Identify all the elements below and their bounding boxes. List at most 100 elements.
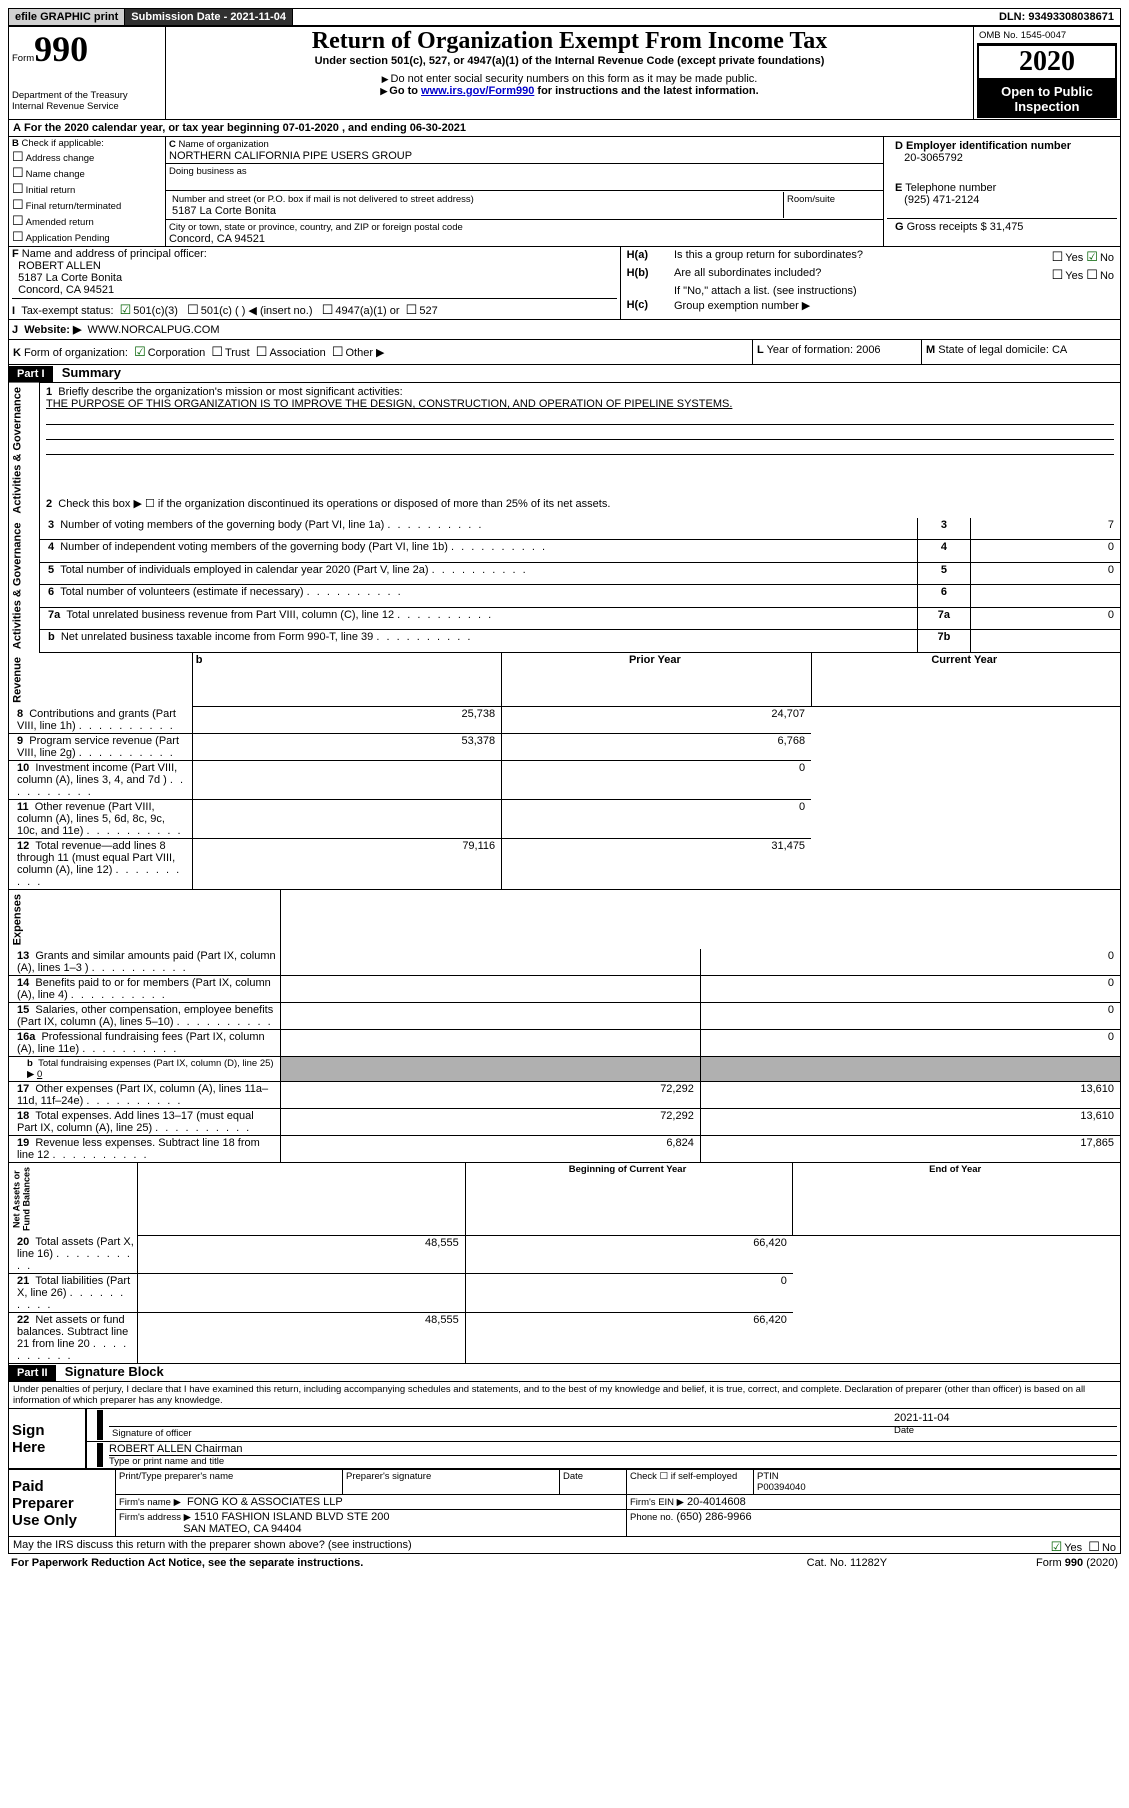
submission-date-button[interactable]: Submission Date - 2021-11-04 <box>125 9 293 25</box>
part1-table: Activities & Governance 1 Briefly descri… <box>8 383 1121 518</box>
line-7a: 7a Total unrelated business revenue from… <box>40 607 918 630</box>
ein: 20-3065792 <box>904 152 963 164</box>
state-domicile: CA <box>1052 344 1067 356</box>
sign-date: 2021-11-04 <box>894 1412 1114 1424</box>
cy-12: 31,475 <box>502 838 811 889</box>
gross-receipts: 31,475 <box>990 221 1024 233</box>
sign-here-label: SignHere <box>9 1409 87 1469</box>
val-4: 0 <box>971 539 1121 562</box>
inspection-label: Open to Public Inspection <box>977 80 1117 118</box>
line-14: 14 Benefits paid to or for members (Part… <box>9 976 281 1003</box>
form-label: Form <box>12 53 34 64</box>
cy-9: 6,768 <box>502 733 811 760</box>
dln-label: DLN: 93493308038671 <box>993 9 1120 25</box>
line-a: A For the 2020 calendar year, or tax yea… <box>8 120 1121 137</box>
line-11: 11 Other revenue (Part VIII, column (A),… <box>9 799 193 838</box>
py-9: 53,378 <box>192 733 501 760</box>
telephone: (925) 471-2124 <box>904 194 979 206</box>
py-11 <box>192 799 501 838</box>
4947-checkbox[interactable] <box>322 305 336 317</box>
part1-header: Part I <box>9 366 53 382</box>
netassets-label: Net Assets orFund Balances <box>9 1163 138 1235</box>
addr-change-checkbox[interactable] <box>12 153 26 164</box>
final-return-checkbox[interactable] <box>12 201 26 212</box>
street-address: 5187 La Corte Bonita <box>172 205 276 217</box>
note-ssn: Do not enter social security numbers on … <box>391 73 758 85</box>
omb-number: OMB No. 1545-0047 <box>977 28 1117 44</box>
line-15: 15 Salaries, other compensation, employe… <box>9 1003 281 1030</box>
hb-yes[interactable] <box>1052 270 1066 282</box>
governance-label: Activities & Governance <box>9 383 40 518</box>
form-title: Return of Organization Exempt From Incom… <box>169 28 970 55</box>
val-5: 0 <box>971 562 1121 585</box>
revenue-label: Revenue <box>9 653 193 707</box>
line-16a: 16a Professional fundraising fees (Part … <box>9 1030 281 1057</box>
line-13: 13 Grants and similar amounts paid (Part… <box>9 949 281 976</box>
line-8: 8 Contributions and grants (Part VIII, l… <box>9 707 193 734</box>
expenses-label: Expenses <box>9 890 281 949</box>
firm-phone: (650) 286-9966 <box>676 1511 751 1523</box>
line-22: 22 Net assets or fund balances. Subtract… <box>9 1313 138 1364</box>
line-18: 18 Total expenses. Add lines 13–17 (must… <box>9 1109 281 1136</box>
line-19: 19 Revenue less expenses. Subtract line … <box>9 1136 281 1163</box>
cy-11: 0 <box>502 799 811 838</box>
ha-yes[interactable] <box>1052 252 1066 264</box>
firm-addr1: 1510 FASHION ISLAND BLVD STE 200 <box>194 1511 389 1523</box>
app-pending-checkbox[interactable] <box>12 233 26 244</box>
firm-addr2: SAN MATEO, CA 94404 <box>183 1523 301 1535</box>
501c-checkbox[interactable] <box>187 305 201 317</box>
dept-label: Department of the TreasuryInternal Reven… <box>12 90 162 112</box>
py-10 <box>192 760 501 799</box>
name-change-checkbox[interactable] <box>12 169 26 180</box>
trust-checkbox[interactable] <box>211 347 225 359</box>
501c3-checkbox[interactable] <box>120 305 134 317</box>
officer-name: ROBERT ALLEN <box>18 260 101 272</box>
line-21: 21 Total liabilities (Part X, line 26) <box>9 1274 138 1313</box>
py-8: 25,738 <box>192 707 501 734</box>
top-toolbar: efile GRAPHIC print Submission Date - 20… <box>8 8 1121 26</box>
py-12: 79,116 <box>192 838 501 889</box>
discuss-no[interactable] <box>1088 1542 1102 1554</box>
line-20: 20 Total assets (Part X, line 16) <box>9 1235 138 1274</box>
form-number: 990 <box>34 29 88 69</box>
form-subtitle: Under section 501(c), 527, or 4947(a)(1)… <box>169 55 970 67</box>
ha-no[interactable] <box>1086 252 1100 264</box>
val-7a: 0 <box>971 607 1121 630</box>
hb-no[interactable] <box>1086 270 1100 282</box>
527-checkbox[interactable] <box>406 305 420 317</box>
val-6 <box>971 585 1121 608</box>
line-12: 12 Total revenue—add lines 8 through 11 … <box>9 838 193 889</box>
line-9: 9 Program service revenue (Part VIII, li… <box>9 733 193 760</box>
tax-year: 2020 <box>977 44 1117 80</box>
line-3: 3 Number of voting members of the govern… <box>40 518 918 540</box>
initial-return-checkbox[interactable] <box>12 185 26 196</box>
other-checkbox[interactable] <box>332 347 346 359</box>
paid-preparer-label: PaidPreparerUse Only <box>9 1470 116 1537</box>
val-7b <box>971 630 1121 653</box>
firm-ein: 20-4014608 <box>687 1496 746 1508</box>
ptin: P00394040 <box>757 1482 806 1493</box>
cat-no: Cat. No. 11282Y <box>757 1556 938 1570</box>
firm-name: FONG KO & ASSOCIATES LLP <box>187 1496 343 1508</box>
line-5: 5 Total number of individuals employed i… <box>40 562 918 585</box>
city-state-zip: Concord, CA 94521 <box>169 233 265 245</box>
corp-checkbox[interactable] <box>134 347 148 359</box>
line-16b: b Total fundraising expenses (Part IX, c… <box>9 1057 281 1082</box>
line-17: 17 Other expenses (Part IX, column (A), … <box>9 1082 281 1109</box>
cy-10: 0 <box>502 760 811 799</box>
assoc-checkbox[interactable] <box>256 347 270 359</box>
amended-return-checkbox[interactable] <box>12 217 26 228</box>
efile-label: efile GRAPHIC print <box>9 9 125 25</box>
val-3: 7 <box>971 518 1121 540</box>
discuss-yes[interactable] <box>1051 1542 1065 1554</box>
org-name: NORTHERN CALIFORNIA PIPE USERS GROUP <box>169 150 412 162</box>
paperwork-notice: For Paperwork Reduction Act Notice, see … <box>8 1556 757 1570</box>
website: WWW.NORCALPUG.COM <box>88 324 220 336</box>
entity-block: B Check if applicable: Address change Na… <box>8 137 1121 247</box>
line-7b: b Net unrelated business taxable income … <box>40 630 918 653</box>
irs-link[interactable]: www.irs.gov/Form990 <box>421 85 534 97</box>
form-header: Form990 Department of the TreasuryIntern… <box>8 26 1121 120</box>
perjury-declaration: Under penalties of perjury, I declare th… <box>8 1382 1121 1409</box>
line-10: 10 Investment income (Part VIII, column … <box>9 760 193 799</box>
form-ref: Form 990 (2020) <box>937 1556 1121 1570</box>
